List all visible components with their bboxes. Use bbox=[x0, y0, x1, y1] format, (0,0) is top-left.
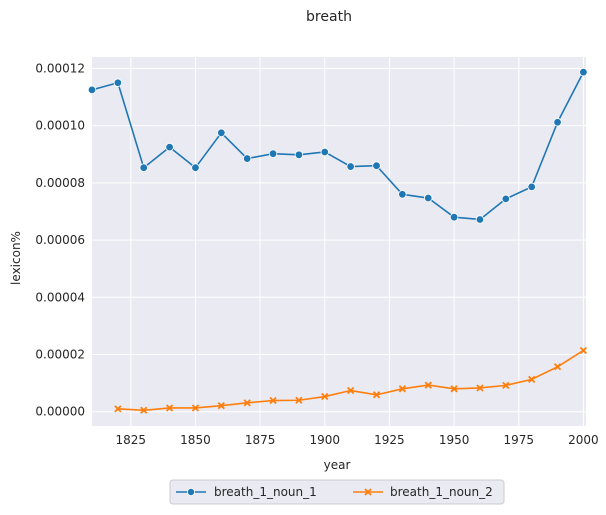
grid bbox=[92, 57, 586, 426]
data-point bbox=[243, 399, 251, 407]
data-point bbox=[553, 363, 562, 371]
data-point bbox=[476, 384, 484, 392]
data-point bbox=[217, 128, 226, 138]
chart-title: breath bbox=[306, 9, 352, 25]
data-point bbox=[139, 163, 148, 172]
legend: breath_1_noun_1 breath_1_noun_2 bbox=[169, 479, 505, 505]
data-point bbox=[502, 381, 510, 390]
data-point bbox=[347, 386, 355, 395]
data-point bbox=[501, 194, 511, 204]
data-point bbox=[165, 142, 174, 152]
x-tick-label: 1975 bbox=[503, 433, 534, 447]
x-tick-label: 1875 bbox=[245, 433, 276, 447]
series-line-1 bbox=[91, 71, 585, 221]
x-tick-label: 1925 bbox=[374, 433, 405, 447]
y-tick-label: 0.00000 bbox=[35, 405, 85, 419]
data-point bbox=[321, 392, 329, 401]
data-point bbox=[140, 406, 148, 414]
x-tick-label: 1950 bbox=[439, 433, 470, 447]
data-point bbox=[372, 391, 381, 399]
data-point bbox=[295, 396, 303, 404]
data-point bbox=[346, 162, 355, 171]
plot-area bbox=[92, 57, 586, 426]
legend-marker-series-1 bbox=[186, 487, 195, 496]
data-point bbox=[553, 118, 562, 127]
y-axis-label: lexicon% bbox=[9, 231, 23, 285]
legend-box bbox=[169, 479, 505, 505]
data-point bbox=[450, 385, 458, 393]
data-point bbox=[217, 402, 225, 410]
data-point bbox=[242, 154, 252, 163]
x-tick-label: 2000 bbox=[568, 433, 599, 447]
series-layer bbox=[87, 67, 588, 414]
data-point bbox=[579, 67, 588, 77]
y-tick-label: 0.00010 bbox=[35, 119, 85, 133]
x-axis-label: year bbox=[324, 458, 351, 472]
legend-label-series-1: breath_1_noun_1 bbox=[214, 485, 317, 499]
data-point bbox=[424, 381, 432, 389]
data-point bbox=[372, 161, 381, 170]
data-point bbox=[424, 193, 433, 203]
data-point bbox=[320, 147, 329, 157]
data-point bbox=[268, 149, 278, 158]
data-point bbox=[579, 346, 588, 355]
data-point bbox=[165, 404, 174, 412]
tick-labels: 1825 1850 1875 1900 1925 1950 1975 2000 0.00000 0… bbox=[35, 61, 598, 447]
legend-label-series-2: breath_1_noun_2 bbox=[390, 485, 493, 499]
data-point bbox=[475, 215, 485, 224]
data-point bbox=[398, 385, 407, 393]
data-point bbox=[269, 396, 277, 405]
data-point bbox=[191, 163, 200, 172]
x-tick-label: 1900 bbox=[310, 433, 341, 447]
data-point bbox=[113, 78, 123, 87]
x-tick-label: 1850 bbox=[180, 433, 211, 447]
data-point bbox=[191, 404, 200, 412]
data-point bbox=[294, 150, 304, 160]
data-point bbox=[449, 212, 459, 222]
legend-marker-series-2 bbox=[364, 488, 372, 496]
data-point bbox=[527, 182, 536, 192]
y-tick-label: 0.00008 bbox=[35, 176, 85, 190]
y-tick-label: 0.00004 bbox=[35, 290, 85, 304]
data-point bbox=[114, 405, 122, 413]
y-tick-label: 0.00012 bbox=[35, 61, 85, 75]
data-point bbox=[87, 85, 97, 95]
data-point bbox=[398, 190, 407, 199]
x-tick-label: 1825 bbox=[116, 433, 147, 447]
y-tick-label: 0.00006 bbox=[35, 233, 85, 247]
data-point bbox=[528, 375, 536, 384]
y-tick-label: 0.00002 bbox=[35, 347, 85, 361]
